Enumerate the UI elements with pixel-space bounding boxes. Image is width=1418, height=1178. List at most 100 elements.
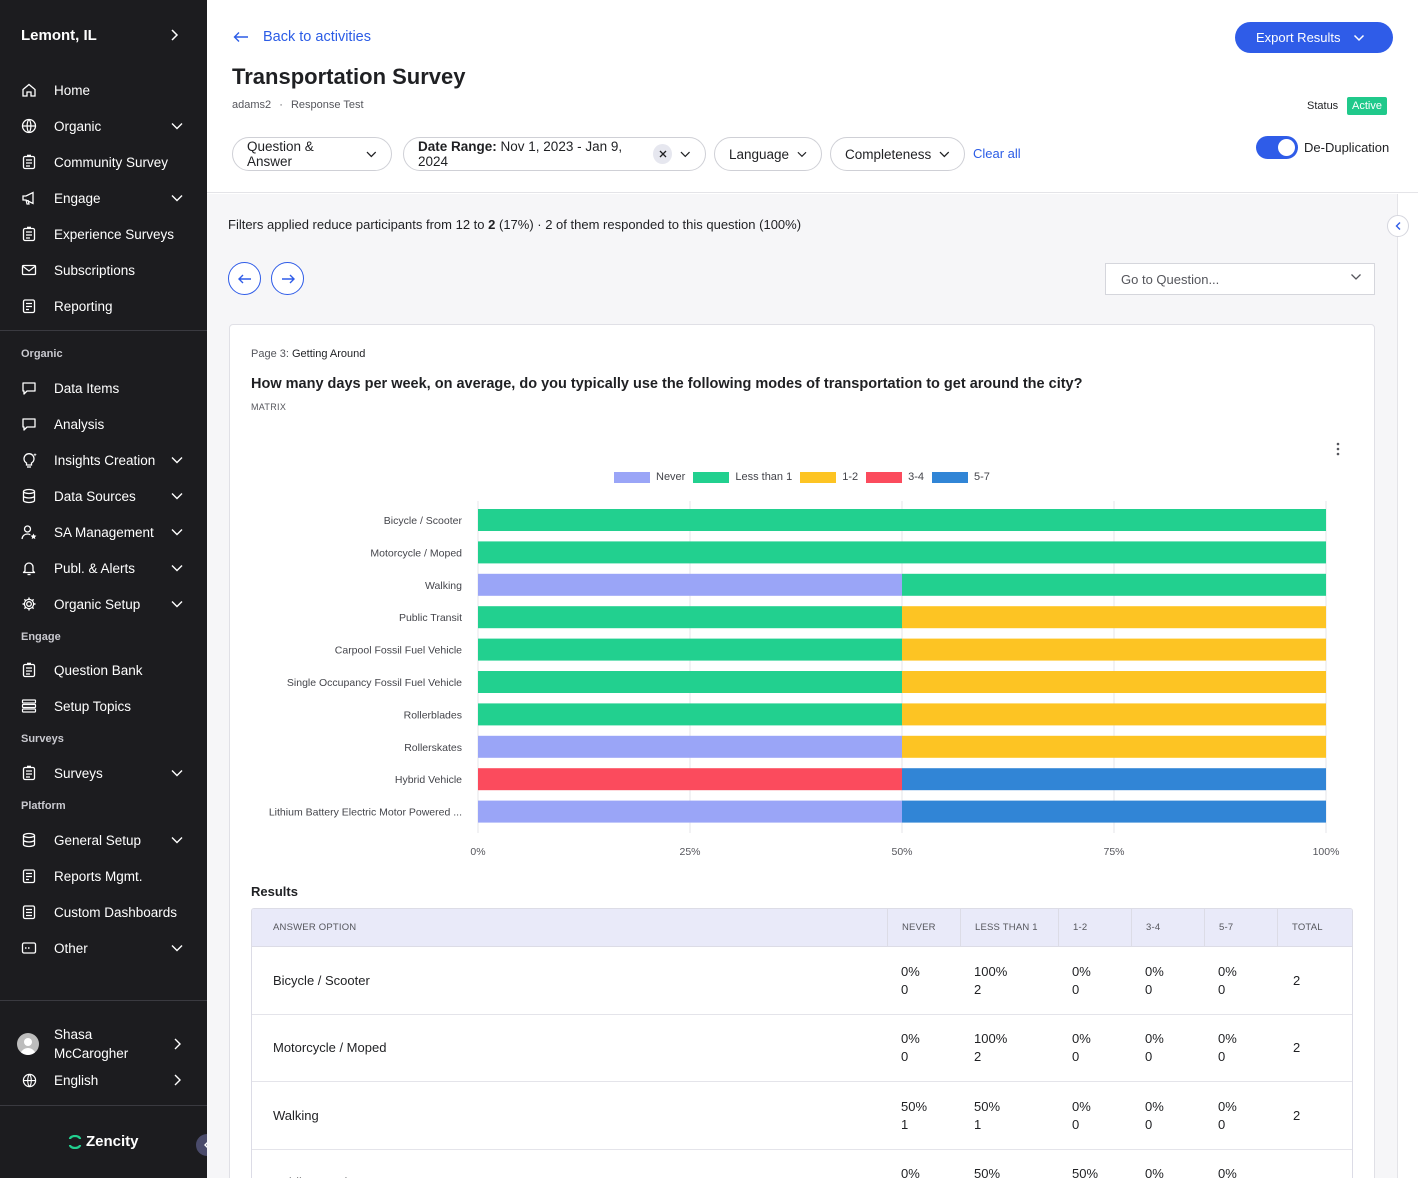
sidebar-item-other[interactable]: Other	[0, 933, 207, 963]
next-question-button[interactable]	[271, 262, 304, 295]
sidebar-divider	[0, 1000, 207, 1001]
table-cell: 0%0	[1131, 1150, 1204, 1178]
table-cell: 0%0	[1131, 1015, 1204, 1082]
cell-percent: 0%	[1218, 1031, 1237, 1047]
y-category-label: Single Occupancy Fossil Fuel Vehicle	[287, 677, 462, 689]
sidebar-item-reports-mgmt[interactable]: Reports Mgmt.	[0, 861, 207, 891]
sidebar-item-publ-alerts[interactable]: Publ. & Alerts	[0, 553, 207, 583]
previous-question-button[interactable]	[228, 262, 261, 295]
question-answer-filter[interactable]: Question & Answer	[232, 137, 392, 171]
clear-all-filters-link[interactable]: Clear all	[973, 146, 1021, 161]
sidebar-item-question-bank[interactable]: Question Bank	[0, 655, 207, 685]
column-header[interactable]: ANSWER OPTION	[273, 922, 357, 933]
column-header[interactable]: TOTAL	[1277, 909, 1352, 946]
go-to-question-select[interactable]: Go to Question...	[1105, 263, 1375, 295]
bar-segment-1-2[interactable]	[902, 735, 1326, 758]
filter-label: Question & Answer	[247, 139, 314, 169]
cell-percent: 0%	[901, 963, 920, 979]
sidebar-item-subscriptions[interactable]: Subscriptions	[0, 255, 207, 285]
language-filter[interactable]: Language	[714, 137, 822, 171]
legend-item-1-2[interactable]: 1-2	[800, 471, 858, 483]
status-label: Status	[1307, 100, 1339, 112]
bar-segment-never[interactable]	[478, 800, 902, 823]
bar-segment-less-than-1[interactable]	[478, 541, 1326, 564]
sidebar-item-surveys[interactable]: Surveys	[0, 758, 207, 788]
bar-segment-1-2[interactable]	[902, 606, 1326, 629]
legend-label: 1-2	[842, 471, 859, 483]
sidebar-item-analysis[interactable]: Analysis	[0, 409, 207, 439]
column-header[interactable]: 3-4	[1131, 909, 1204, 946]
bar-segment-5-7[interactable]	[902, 768, 1326, 791]
database-icon	[21, 832, 37, 848]
cell-count: 0	[901, 981, 909, 997]
sidebar-item-label: Publ. & Alerts	[54, 560, 136, 576]
filter-label: Completeness	[845, 146, 932, 162]
sidebar-item-sa-management[interactable]: SA Management	[0, 517, 207, 547]
legend-item-less-than-1[interactable]: Less than 1	[693, 471, 792, 483]
completeness-filter[interactable]: Completeness	[830, 137, 965, 171]
bar-segment-less-than-1[interactable]	[478, 606, 902, 629]
bar-segment-less-than-1[interactable]	[478, 509, 1326, 531]
more-options-icon[interactable]	[1334, 441, 1342, 457]
sidebar-item-organic-setup[interactable]: Organic Setup	[0, 589, 207, 619]
bar-segment-5-7[interactable]	[902, 800, 1326, 823]
deduplication-toggle[interactable]	[1256, 136, 1298, 159]
user-menu[interactable]: Shasa McCarogher	[0, 1022, 207, 1066]
legend-item-never[interactable]: Never	[614, 471, 685, 483]
bar-segment-never[interactable]	[478, 735, 902, 758]
legend-item-5-7[interactable]: 5-7	[932, 471, 990, 483]
bar-segment-less-than-1[interactable]	[478, 671, 902, 693]
cell-count: 1	[901, 1116, 909, 1132]
table-cell: 0%0	[887, 1015, 960, 1082]
sidebar-item-community-survey[interactable]: Community Survey	[0, 147, 207, 177]
sidebar-item-reporting[interactable]: Reporting	[0, 291, 207, 321]
back-link[interactable]: Back to activities	[233, 29, 371, 45]
bar-segment-less-than-1[interactable]	[902, 573, 1326, 596]
cell-count: 2	[974, 1049, 982, 1065]
main-area: Back to activities Transportation Survey…	[207, 0, 1418, 1178]
sidebar-item-data-items[interactable]: Data Items	[0, 373, 207, 403]
question-type: MATRIX	[251, 402, 287, 412]
date-range-filter[interactable]: Date Range: Nov 1, 2023 - Jan 9, 2024	[403, 137, 706, 171]
bar-segment-3-4[interactable]	[478, 768, 902, 791]
legend-item-3-4[interactable]: 3-4	[866, 471, 924, 483]
language-menu[interactable]: English	[0, 1065, 207, 1095]
sidebar-item-setup-topics[interactable]: Setup Topics	[0, 691, 207, 721]
column-header[interactable]: NEVER	[887, 909, 960, 946]
city-switcher[interactable]: Lemont, IL	[0, 0, 207, 72]
sidebar-item-label: Question Bank	[54, 662, 143, 678]
bar-segment-never[interactable]	[478, 573, 902, 596]
bar-segment-1-2[interactable]	[902, 671, 1326, 693]
sidebar-item-data-sources[interactable]: Data Sources	[0, 481, 207, 511]
sidebar-divider	[0, 330, 207, 331]
bar-segment-less-than-1[interactable]	[478, 638, 902, 661]
export-results-button[interactable]: Export Results	[1235, 22, 1393, 53]
cell-percent: 100%	[974, 1031, 1008, 1047]
column-header[interactable]: 5-7	[1204, 909, 1277, 946]
clear-date-button[interactable]	[653, 144, 673, 164]
cell-percent: 0%	[901, 1166, 920, 1178]
sidebar-item-custom-dashboards[interactable]: Custom Dashboards	[0, 897, 207, 927]
sidebar-item-organic[interactable]: Organic	[0, 111, 207, 141]
bar-segment-1-2[interactable]	[902, 638, 1326, 661]
sidebar-item-home[interactable]: Home	[0, 75, 207, 105]
sidebar-item-experience-surveys[interactable]: Experience Surveys	[0, 219, 207, 249]
legend-label: 3-4	[908, 471, 925, 483]
chevron-right-icon	[174, 1074, 181, 1086]
zencity-logo-icon	[68, 1134, 82, 1149]
bar-segment-1-2[interactable]	[902, 703, 1326, 726]
column-header[interactable]: LESS THAN 1	[960, 909, 1058, 946]
cell-count: 0	[1145, 1049, 1153, 1065]
chevron-down-icon	[1353, 34, 1364, 41]
sidebar-item-insights-creation[interactable]: Insights Creation	[0, 445, 207, 475]
bar-segment-less-than-1[interactable]	[478, 703, 902, 726]
report-icon	[21, 868, 37, 884]
sidebar-item-engage[interactable]: Engage	[0, 183, 207, 213]
chevron-right-icon	[171, 29, 179, 41]
sidebar-item-label: Subscriptions	[54, 262, 136, 278]
sidebar-item-general-setup[interactable]: General Setup	[0, 825, 207, 855]
column-header[interactable]: 1-2	[1058, 909, 1131, 946]
sidebar-section-organic: Organic	[21, 348, 63, 360]
chevron-down-icon	[171, 457, 183, 464]
expand-panel-button[interactable]	[1387, 215, 1409, 237]
